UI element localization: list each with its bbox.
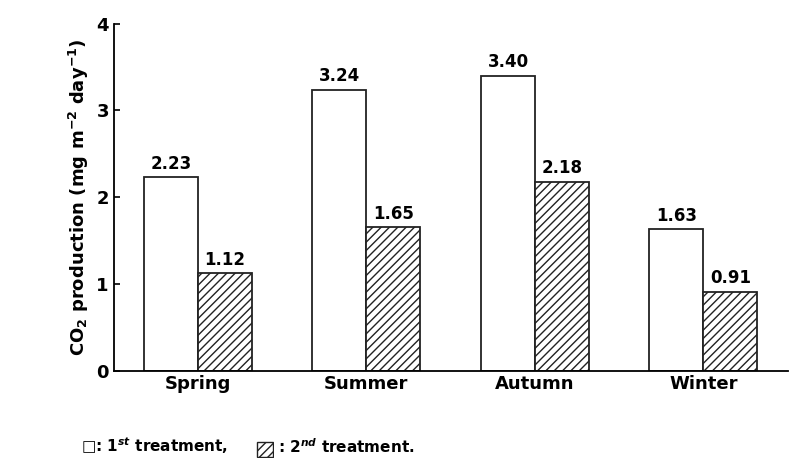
Text: 1.65: 1.65 [372, 205, 414, 223]
Y-axis label: CO$_2$ production (mg m$^{-2}$ day$^{-1}$): CO$_2$ production (mg m$^{-2}$ day$^{-1}… [67, 38, 91, 356]
Text: 0.91: 0.91 [709, 269, 750, 287]
Bar [198, 274, 251, 370]
Bar [480, 76, 534, 370]
Bar [702, 292, 757, 370]
Text: □: 1$^{st}$ treatment,: □: 1$^{st}$ treatment, [81, 435, 228, 456]
Text: 2.23: 2.23 [150, 155, 191, 173]
Bar [534, 181, 588, 370]
Bar [312, 90, 366, 370]
Text: 1.63: 1.63 [655, 207, 696, 225]
Bar [366, 228, 420, 370]
Text: 1.12: 1.12 [204, 251, 245, 269]
Bar [649, 229, 702, 370]
Text: 3.24: 3.24 [319, 67, 359, 86]
Bar [144, 177, 198, 370]
Text: 2.18: 2.18 [541, 159, 581, 177]
Text: : 2$^{nd}$ treatment.: : 2$^{nd}$ treatment. [277, 437, 414, 456]
Bar [256, 442, 272, 456]
Text: 3.40: 3.40 [487, 53, 528, 71]
